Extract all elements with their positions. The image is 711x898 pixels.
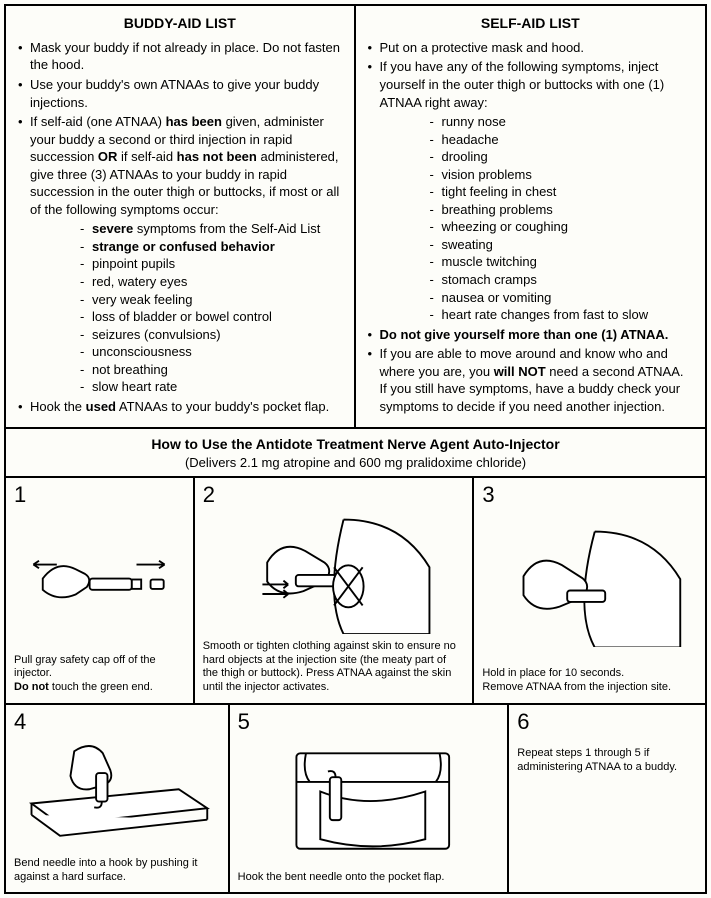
step-5-illustration [238,737,500,865]
symptom-item: headache [430,131,694,149]
self-aid-title: SELF-AID LIST [368,14,694,33]
step-number: 3 [482,484,697,506]
symptom-item: strange or confused behavior [80,238,342,256]
symptom-item: breathing problems [430,201,694,219]
step-number: 5 [238,711,500,733]
step-1: 1 Pull gray safety cap off of the inject… [6,478,195,703]
list-item: If self-aid (one ATNAA) has been given, … [18,113,342,396]
list-item: Use your buddy's own ATNAAs to give your… [18,76,342,111]
symptom-item: tight feeling in chest [430,183,694,201]
symptom-item: seizures (convulsions) [80,326,342,344]
steps-row-2: 4 Bend needle into a hook by pushing it … [6,705,705,893]
step-2-illustration [203,510,465,634]
step-1-illustration [14,510,185,648]
symptom-item: unconsciousness [80,343,342,361]
list-item: If you have any of the following symptom… [368,58,694,323]
symptom-item: vision problems [430,166,694,184]
symptom-item: slow heart rate [80,378,342,396]
howto-title: How to Use the Antidote Treatment Nerve … [6,435,705,454]
list-item: Put on a protective mask and hood. [368,39,694,57]
symptom-sublist: runny noseheadachedroolingvision problem… [430,113,694,324]
step-6: 6 Repeat steps 1 through 5 if administer… [509,705,705,893]
symptom-sublist: severe symptoms from the Self-Aid Listst… [80,220,342,395]
symptom-item: runny nose [430,113,694,131]
symptom-item: stomach cramps [430,271,694,289]
symptom-item: severe symptoms from the Self-Aid List [80,220,342,238]
symptom-item: wheezing or coughing [430,218,694,236]
step-4-caption: Bend needle into a hook by pushing it ag… [14,857,220,885]
step-2: 2 Smooth or tighten clothing against ski… [195,478,475,703]
list-item: Do not give yourself more than one (1) A… [368,326,694,344]
buddy-aid-column: BUDDY-AID LIST Mask your buddy if not al… [6,6,356,427]
step-3-illustration [482,510,697,662]
buddy-aid-title: BUDDY-AID LIST [18,14,342,33]
howto-header: How to Use the Antidote Treatment Nerve … [6,429,705,477]
step-number: 1 [14,484,185,506]
buddy-aid-list: Mask your buddy if not already in place.… [18,39,342,415]
symptom-item: red, watery eyes [80,273,342,291]
symptom-item: pinpoint pupils [80,255,342,273]
step-5-caption: Hook the bent needle onto the pocket fla… [238,871,500,885]
list-item: Mask your buddy if not already in place.… [18,39,342,74]
step-1-caption: Pull gray safety cap off of the injector… [14,654,185,695]
self-aid-column: SELF-AID LIST Put on a protective mask a… [356,6,706,427]
document-card: BUDDY-AID LIST Mask your buddy if not al… [4,4,707,894]
symptom-item: nausea or vomiting [430,289,694,307]
symptom-item: very weak feeling [80,291,342,309]
list-item: If you are able to move around and know … [368,345,694,415]
step-4: 4 Bend needle into a hook by pushing it … [6,705,230,893]
step-5: 5 Hook the bent needle onto the pocket f… [230,705,510,893]
list-item: Hook the used ATNAAs to your buddy's poc… [18,398,342,416]
step-4-illustration [14,737,220,851]
symptom-item: heart rate changes from fast to slow [430,306,694,324]
self-aid-list: Put on a protective mask and hood.If you… [368,39,694,415]
symptom-item: drooling [430,148,694,166]
step-number: 2 [203,484,465,506]
step-number: 4 [14,711,220,733]
symptom-item: loss of bladder or bowel control [80,308,342,326]
step-2-caption: Smooth or tighten clothing against skin … [203,640,465,695]
step-number: 6 [517,711,697,733]
step-6-text-area: Repeat steps 1 through 5 if administerin… [517,737,697,879]
howto-subtitle: (Delivers 2.1 mg atropine and 600 mg pra… [6,454,705,472]
symptom-item: not breathing [80,361,342,379]
aid-lists-row: BUDDY-AID LIST Mask your buddy if not al… [6,6,705,429]
symptom-item: muscle twitching [430,253,694,271]
symptom-item: sweating [430,236,694,254]
step-3: 3 Hold in place for 10 seconds.Remove AT… [474,478,705,703]
step-3-caption: Hold in place for 10 seconds.Remove ATNA… [482,667,697,695]
steps-row-1: 1 Pull gray safety cap off of the inject… [6,478,705,705]
step-6-caption: Repeat steps 1 through 5 if administerin… [517,747,697,775]
